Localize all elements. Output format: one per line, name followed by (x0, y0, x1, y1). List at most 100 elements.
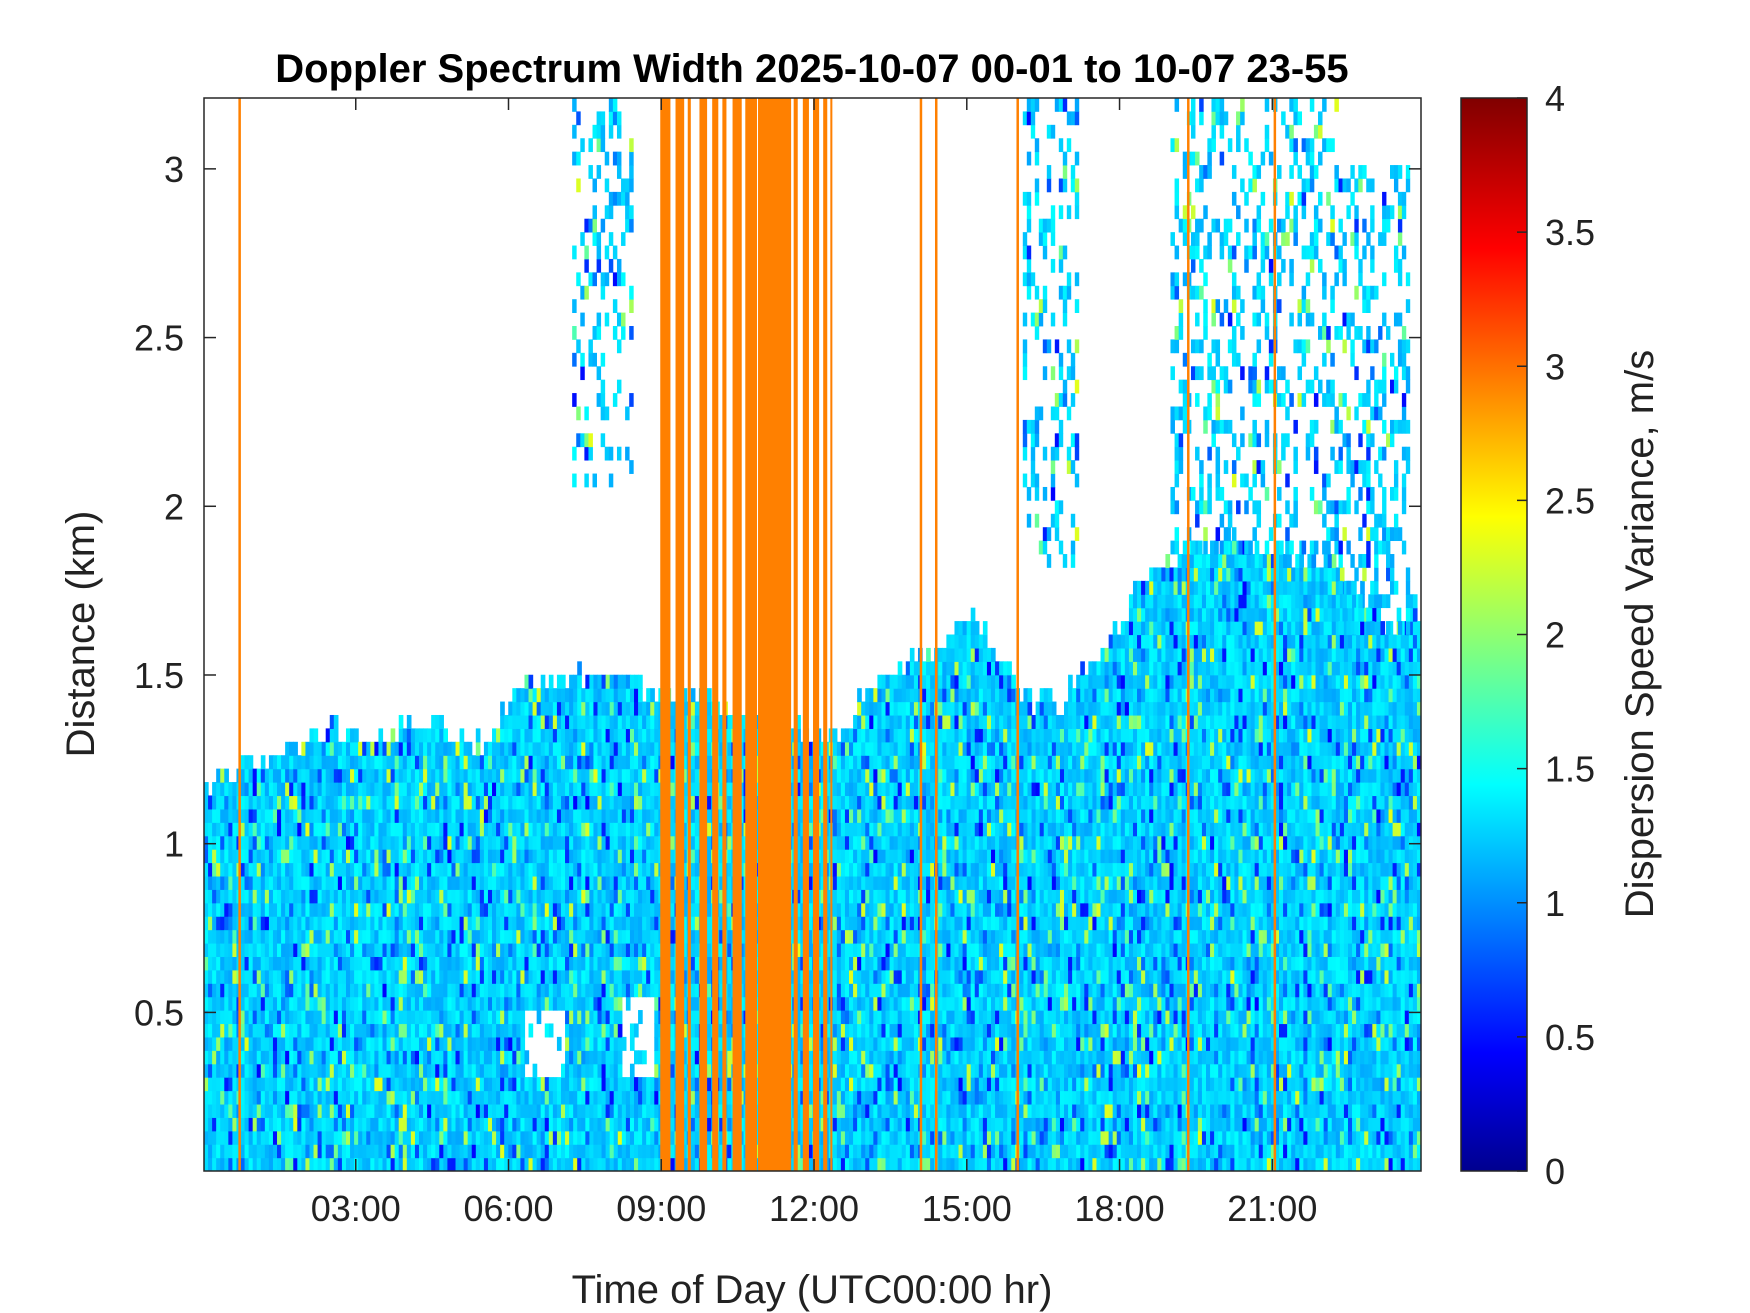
heatmap-cell-82 (212, 822, 217, 837)
heatmap-cell-3270 (609, 1157, 615, 1171)
heatmap-cell-3138 (593, 942, 599, 957)
heatmap-cell-1967 (451, 822, 457, 837)
heatmap-cell-816 (309, 849, 315, 864)
heatmap-cell-2260 (487, 755, 493, 770)
heatmap-cell-78 (212, 875, 217, 890)
heatmap-cell-2653 (536, 902, 542, 917)
heatmap-cell-316 (244, 875, 250, 890)
heatmap-cell-75 (212, 916, 217, 931)
heatmap-cell-2775 (552, 983, 558, 998)
heatmap-cell-747 (301, 916, 307, 931)
heatmap-cell-1866 (439, 849, 444, 864)
heatmap-cell-2227 (483, 768, 489, 783)
heatmap-cell-2918 (569, 916, 574, 931)
heatmap-cell-1801 (431, 808, 436, 823)
heatmap-cell-4393 (739, 889, 745, 904)
heatmap-cell-1458 (390, 969, 396, 984)
heatmap-cell-354 (248, 782, 254, 797)
heatmap-cell-3402 (621, 808, 627, 823)
heatmap-cell-1387 (382, 1063, 388, 1078)
heatmap-cell-4216 (719, 969, 724, 984)
heatmap-cell-177 (228, 1144, 233, 1159)
heatmap-cell-2754 (548, 835, 554, 850)
heatmap-cell-1754 (427, 996, 432, 1011)
heatmap-cell-680 (293, 969, 298, 984)
heatmap-cell-686 (293, 889, 298, 904)
heatmap-cell-4298 (727, 795, 732, 810)
heatmap-cell-118 (220, 1130, 225, 1145)
heatmap-cell-3116 (589, 741, 595, 756)
heatmap-cell-207 (232, 1130, 238, 1145)
heatmap-cell-4294 (727, 849, 732, 864)
heatmap-cell-2290 (492, 782, 497, 797)
heatmap-cell-2157 (475, 849, 481, 864)
heatmap-cell-2295 (496, 1157, 501, 1171)
heatmap-cell-4018 (694, 768, 700, 783)
heatmap-cell-2821 (556, 795, 562, 810)
heatmap-cell-1040 (337, 942, 343, 957)
heatmap-cell-4905 (800, 822, 805, 837)
heatmap-cell-116 (220, 1157, 225, 1171)
heatmap-cell-2277 (492, 956, 497, 971)
heatmap-cell-1477 (394, 1157, 400, 1171)
heatmap-cell-2266 (492, 1103, 497, 1118)
heatmap-cell-1283 (370, 1157, 375, 1171)
heatmap-cell-2079 (467, 1050, 473, 1065)
heatmap-cell-206 (232, 1144, 238, 1159)
heatmap-cell-792 (305, 741, 311, 756)
heatmap-cell-3196 (601, 1157, 607, 1171)
heatmap-cell-356 (248, 755, 254, 770)
heatmap-cell-410 (256, 849, 262, 864)
heatmap-cell-304 (244, 1036, 250, 1051)
heatmap-cell-2888 (565, 835, 570, 850)
heatmap-cell-3125 (593, 1117, 599, 1132)
heatmap-cell-3434 (625, 808, 631, 823)
heatmap-cell-2219 (483, 875, 489, 890)
heatmap-cell-1170 (354, 942, 359, 957)
heatmap-cell-2027 (459, 875, 465, 890)
heatmap-cell-2287 (492, 822, 497, 837)
heatmap-cell-633 (285, 741, 290, 756)
heatmap-cell-2622 (532, 889, 538, 904)
heatmap-cell-3532 (638, 835, 643, 850)
heatmap-cell-1287 (370, 1103, 375, 1118)
heatmap-cell-14 (204, 969, 209, 984)
heatmap-cell-2780 (552, 916, 558, 931)
heatmap-cell-1524 (398, 956, 404, 971)
heatmap-cell-3988 (690, 688, 696, 703)
heatmap-cell-1400 (382, 889, 388, 904)
heatmap-cell-2825 (556, 741, 562, 756)
heatmap-cell-296 (244, 1144, 250, 1159)
heatmap-cell-3416 (625, 1117, 631, 1132)
heatmap-cell-3611 (650, 1077, 655, 1092)
heatmap-cell-1502 (394, 822, 400, 837)
heatmap-cell-3591 (646, 862, 651, 877)
heatmap-cell-94 (216, 1050, 221, 1065)
heatmap-cell-1581 (406, 1090, 412, 1105)
heatmap-cell-113 (216, 795, 221, 810)
heatmap-cell-2210 (483, 996, 489, 1011)
heatmap-cell-4954 (808, 1036, 814, 1051)
heatmap-cell-1698 (419, 862, 424, 877)
heatmap-cell-3200 (601, 1103, 607, 1118)
heatmap-cell-758 (301, 768, 307, 783)
heatmap-cell-3362 (617, 916, 623, 931)
heatmap-cell-2759 (548, 768, 554, 783)
heatmap-cell-2727 (544, 768, 550, 783)
heatmap-cell-1622 (410, 996, 416, 1011)
heatmap-cell-437 (260, 889, 266, 904)
heatmap-cell-3238 (605, 1090, 611, 1105)
heatmap-cell-1476 (390, 728, 396, 743)
heatmap-cell-468 (264, 889, 270, 904)
heatmap-cell-553 (277, 983, 282, 998)
heatmap-cell-3385 (621, 1103, 627, 1118)
heatmap-cell-1303 (370, 889, 375, 904)
heatmap-cell-86 (216, 1157, 221, 1171)
heatmap-cell-548 (277, 1050, 282, 1065)
heatmap-cell-3231 (601, 688, 607, 703)
heatmap-cell-3148 (593, 808, 599, 823)
heatmap-cell-1580 (406, 1103, 412, 1118)
heatmap-cell-2208 (483, 1023, 489, 1038)
heatmap-cell-735 (301, 1077, 307, 1092)
heatmap-cell-2972 (573, 688, 578, 703)
